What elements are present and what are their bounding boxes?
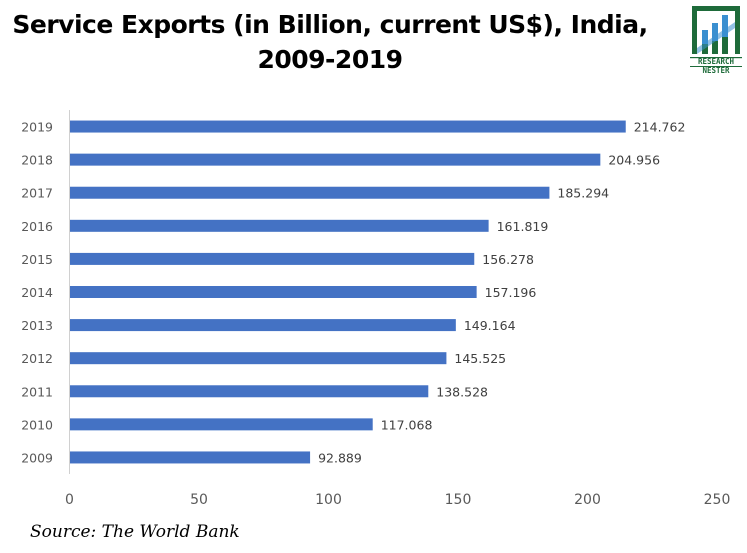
category-label-2011: 2011 [21,384,53,399]
data-label-2019: 214.762 [634,120,686,135]
data-label-2015: 156.278 [482,252,534,267]
bar-2017 [70,186,550,199]
category-label-2013: 2013 [21,318,53,333]
category-label-2010: 2010 [21,417,53,432]
bar-2011 [70,385,429,398]
x-tick-label-100: 100 [315,492,342,508]
category-label-2015: 2015 [21,252,53,267]
category-label-2014: 2014 [21,285,53,300]
category-label-2016: 2016 [21,219,53,234]
x-tick-label-50: 50 [190,492,208,508]
bar-2012 [70,352,447,365]
logo-text-nester: NESTER [702,66,730,75]
x-tick-label-150: 150 [445,492,472,508]
bar-2009 [70,451,311,464]
bars-layer [70,120,626,464]
bar-2013 [70,319,456,332]
data-label-2014: 157.196 [485,285,537,300]
data-label-2016: 161.819 [497,219,549,234]
category-label-2017: 2017 [21,186,53,201]
source-note: Source: The World Bank [30,522,240,542]
bar-2010 [70,418,373,431]
data-label-2012: 145.525 [454,351,506,366]
bar-2018 [70,153,601,166]
data-label-2018: 204.956 [608,153,660,168]
logo-text-research: RESEARCH [698,57,735,66]
x-tick-label-250: 250 [704,492,731,508]
category-label-2018: 2018 [21,153,53,168]
bar-2016 [70,219,489,232]
data-label-2013: 149.164 [464,318,516,333]
chart-title-line-2: 2009-2019 [257,45,403,74]
category-label-2009: 2009 [21,450,53,465]
data-label-2011: 138.528 [436,384,488,399]
chart-title-line-1: Service Exports (in Billion, current US$… [12,10,648,39]
research-nester-logo-icon: RESEARCH NESTER [688,2,744,76]
category-label-2019: 2019 [21,120,53,135]
category-label-2012: 2012 [21,351,53,366]
bar-2019 [70,120,626,133]
data-label-2017: 185.294 [557,186,609,201]
bar-2015 [70,252,475,265]
x-tick-label-0: 0 [65,492,74,508]
data-label-2009: 92.889 [318,450,362,465]
data-label-2010: 117.068 [381,417,433,432]
bar-2014 [70,286,477,298]
labels-layer: 92.889 2009 117.068 2010 138.528 2011 145.525 2… [21,120,730,508]
x-tick-label-200: 200 [574,492,601,508]
